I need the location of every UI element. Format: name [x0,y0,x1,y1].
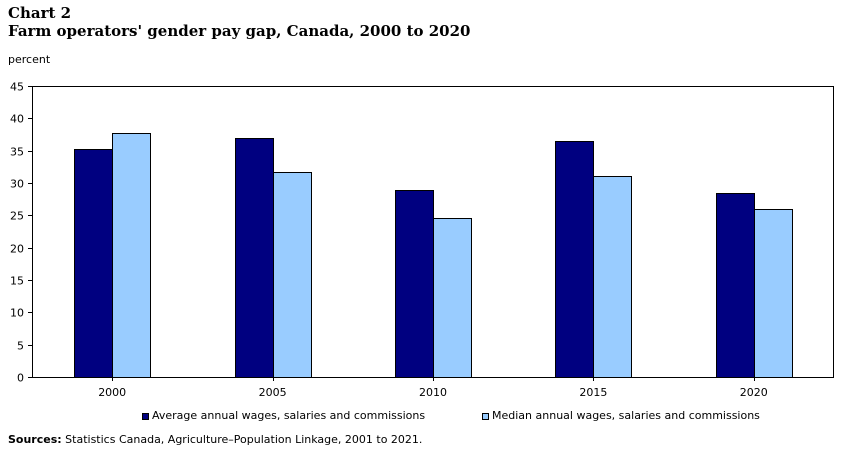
x-tick-label: 2000 [98,386,126,399]
x-tick-label: 2005 [259,386,287,399]
x-tick-label: 2015 [579,386,607,399]
chart-number: Chart 2 [8,4,72,22]
bar-median-2005 [273,172,312,378]
legend-item-average: Average annual wages, salaries and commi… [142,408,425,424]
y-tick-label: 40 [10,113,24,126]
chart-title: Farm operators' gender pay gap, Canada, … [8,22,471,40]
y-tick-label: 30 [10,178,24,191]
legend-swatch-median [482,412,489,420]
y-tick-label: 5 [17,340,24,353]
x-tick-label: 2020 [740,386,768,399]
legend-label-average: Average annual wages, salaries and commi… [152,409,426,422]
y-axis-unit-label: percent [8,53,51,66]
bar-chart: 0 5 10 15 20 25 30 35 40 45 2000 2005 2010 2015 2020 [10,81,834,399]
y-tick-label: 45 [10,81,24,94]
y-tick-label: 35 [10,146,24,159]
bar-median-2010 [433,218,472,378]
legend-item-median: Median annual wages, salaries and commis… [482,408,760,424]
bar-average-2010 [395,190,434,378]
source-note: Sources: Statistics Canada, Agriculture–… [8,433,422,447]
legend-swatch-average [142,412,149,420]
bars [74,133,793,378]
bar-median-2000 [112,133,151,378]
bar-average-2020 [716,193,755,378]
bar-median-2015 [593,176,632,378]
bar-average-2000 [74,149,113,378]
x-axis: 2000 2005 2010 2015 2020 [98,377,768,399]
source-text: Statistics Canada, Agriculture–Populatio… [61,433,423,446]
x-tick-label: 2010 [419,386,447,399]
y-tick-label: 15 [10,275,24,288]
legend: Average annual wages, salaries and commi… [0,408,851,426]
y-tick-label: 10 [10,307,24,320]
bar-average-2015 [555,141,594,378]
bar-average-2005 [235,138,274,378]
legend-label-median: Median annual wages, salaries and commis… [492,409,760,422]
y-tick-label: 25 [10,210,24,223]
bar-median-2020 [754,209,793,378]
plot-frame [32,86,834,378]
y-tick-label: 0 [17,372,24,385]
y-tick-label: 20 [10,243,24,256]
source-label: Sources: [8,433,62,446]
y-axis: 0 5 10 15 20 25 30 35 40 45 [10,81,32,385]
